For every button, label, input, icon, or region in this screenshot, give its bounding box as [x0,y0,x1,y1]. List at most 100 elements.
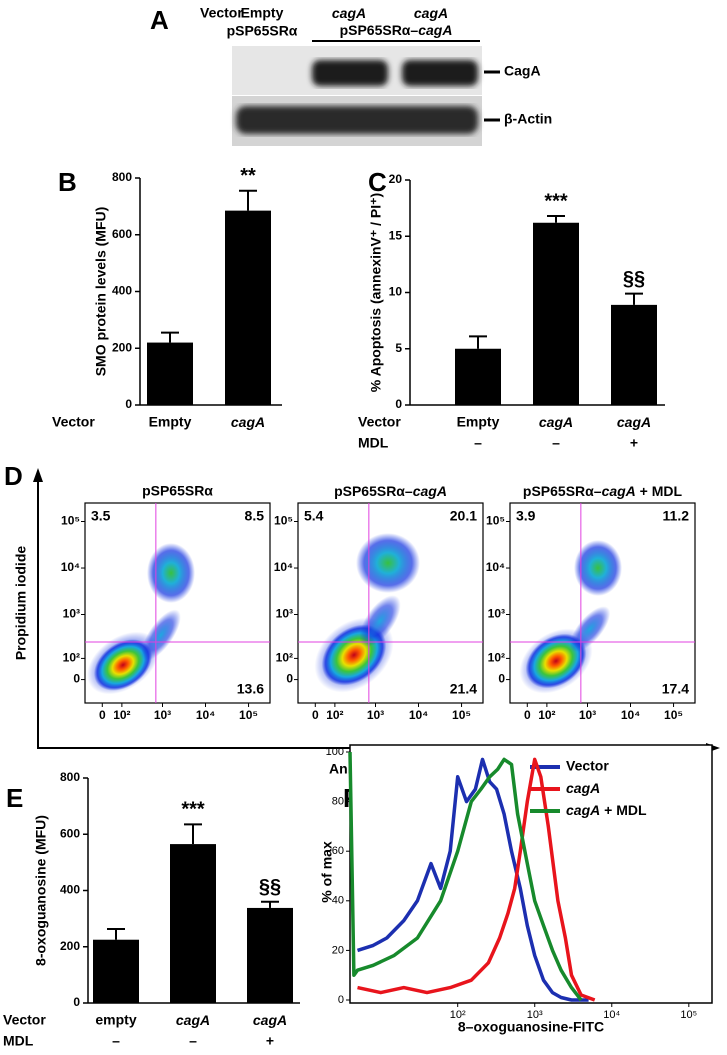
y-tick-label: 10² [63,651,80,665]
significance: *** [181,799,205,821]
legend-label: Vector [566,758,609,774]
y-tick-label: 400 [112,284,132,298]
y-tick-label: 10⁵ [61,514,80,528]
density-cloud [359,595,401,647]
bar [611,304,657,405]
treatment-label: + [266,1033,274,1049]
density-cloud [356,533,420,593]
quadrant-value: 20.1 [450,508,477,524]
bar [147,342,193,405]
text-run: + MDL [636,483,683,499]
row-label: Vector [3,1012,46,1028]
significance: *** [544,190,568,212]
bar [455,348,501,405]
panel-label: E [6,783,23,813]
density-cloud [141,609,181,661]
quadrant-value: 3.5 [91,508,111,524]
text-run: cagA [617,414,651,430]
y-tick-label: 0 [73,995,80,1009]
panel-label: D [4,461,23,491]
y-tick-label: 0 [73,672,80,686]
y-tick-label: 0 [338,994,344,1006]
y-tick-label: 10² [488,651,505,665]
y-tick-label: 10³ [63,607,80,621]
y-tick-label: 80 [332,796,344,808]
y-tick-label: 10 [389,285,403,299]
band-label: β-Actin [504,111,552,127]
y-axis-title: Propidium iodide [13,546,29,661]
bar [533,222,579,405]
x-tick-label: 10⁵ [664,708,683,722]
x-tick-label: 10⁵ [452,708,471,722]
y-tick-label: 60 [332,845,344,857]
x-axis-title: 8–oxoguanosine-FITC [458,1019,604,1035]
lane-label: cagA [332,5,366,21]
lane-label: pSP65SRα [227,23,298,39]
y-tick-label: 0 [125,397,132,411]
x-tick-label: Empty [457,414,500,430]
bar [170,844,216,1003]
blot-band [312,60,388,86]
significance: ** [240,165,256,187]
text-run: cagA [602,483,636,499]
y-tick-label: 600 [112,227,132,241]
x-tick-label: 10⁵ [680,1009,697,1021]
density-cloud [147,543,195,603]
legend-label: cagA [566,780,600,796]
bar [225,210,271,405]
x-tick-label: 10⁴ [409,708,428,722]
x-tick-label: empty [95,1012,136,1028]
x-tick-label: 10³ [527,1009,543,1021]
y-axis-title: SMO protein levels (MFU) [93,207,109,377]
x-tick-label: 10² [538,708,555,722]
x-tick-label: 10² [113,708,130,722]
quadrant-value: 13.6 [237,681,264,697]
y-tick-label: 10⁵ [486,514,505,528]
y-tick-label: 600 [60,826,80,840]
y-axis-title: % Apoptosis (annexinV⁺ / PI⁺) [368,193,384,392]
text-run: cagA [566,780,600,796]
y-tick-label: 10⁴ [61,560,80,574]
text-run: pSP65SRα– [334,483,413,499]
x-tick-label: 10³ [154,708,171,722]
blot-band [236,106,478,134]
x-tick-label: 10³ [579,708,596,722]
x-tick-label: 10³ [367,708,384,722]
quadrant-value: 17.4 [662,681,689,697]
lane-label: cagA [414,5,448,21]
treatment-label: – [112,1033,120,1049]
y-tick-label: 10⁵ [274,514,293,528]
y-tick-label: 800 [60,770,80,784]
y-tick-label: 10³ [276,607,293,621]
x-tick-label: cagA [539,414,573,430]
y-tick-label: 15 [389,228,403,242]
text-run: cagA [414,5,448,21]
y-tick-label: 800 [112,170,132,184]
y-tick-label: 0 [286,672,293,686]
text-run: cagA [332,5,366,21]
text-run: pSP65SRα– [340,22,419,38]
x-tick-label: 10⁵ [239,708,258,722]
y-tick-label: 10³ [488,607,505,621]
row-label: Vector [358,414,401,430]
text-run: cagA [413,483,447,499]
lane-label: Empty [241,5,284,21]
plot-title: pSP65SRα [142,483,213,499]
text-run: pSP65SRα– [523,483,602,499]
series-line [357,757,596,1002]
y-tick-label: 0 [395,397,402,411]
text-run: cagA [176,1012,210,1028]
treatment-label: – [189,1033,197,1049]
x-tick-label: 0 [99,708,106,722]
y-tick-label: 5 [395,341,402,355]
row-label: MDL [358,435,389,451]
bar [247,907,293,1003]
y-tick-label: 40 [332,895,344,907]
quadrant-value: 21.4 [450,681,477,697]
y-tick-label: 0 [498,672,505,686]
text-run: cagA [253,1012,287,1028]
x-tick-label: cagA [253,1012,287,1028]
quadrant-value: 8.5 [245,508,265,524]
y-tick-label: 10⁴ [274,560,293,574]
